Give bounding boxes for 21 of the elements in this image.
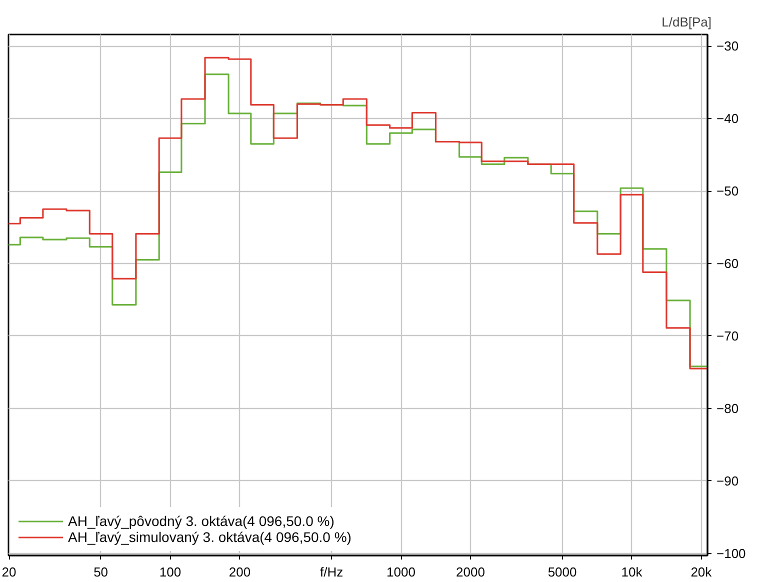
legend-label: AH_ľavý_simulovaný 3. oktáva(4 096,50.0 %) (68, 529, 352, 545)
x-tick-label: 5000 (548, 564, 577, 580)
y-tick-label: −30 (716, 38, 739, 54)
y-tick-label: −60 (716, 256, 739, 271)
x-tick-label: 100 (159, 564, 182, 580)
x-tick-label: 10k (621, 564, 643, 580)
y-tick-label: −90 (716, 473, 739, 488)
y-tick-label: −70 (716, 328, 739, 344)
y-tick-label: −100 (716, 546, 746, 561)
x-tick-label: 200 (228, 564, 251, 580)
x-tick-label: 2000 (456, 564, 485, 580)
y-axis-title: L/dB[Pa] (662, 14, 712, 30)
x-tick-label: f/Hz (320, 564, 344, 580)
x-tick-label: 20k (690, 564, 712, 580)
x-tick-label: 1000 (386, 564, 416, 580)
y-tick-label: −40 (716, 111, 739, 126)
x-tick-label: 50 (94, 564, 108, 580)
y-tick-label: −50 (716, 184, 739, 199)
y-tick-label: −80 (716, 400, 739, 416)
x-tick-label: 20 (2, 564, 16, 580)
legend-label: AH_ľavý_pôvodný 3. oktáva(4 096,50.0 %) (68, 513, 334, 529)
